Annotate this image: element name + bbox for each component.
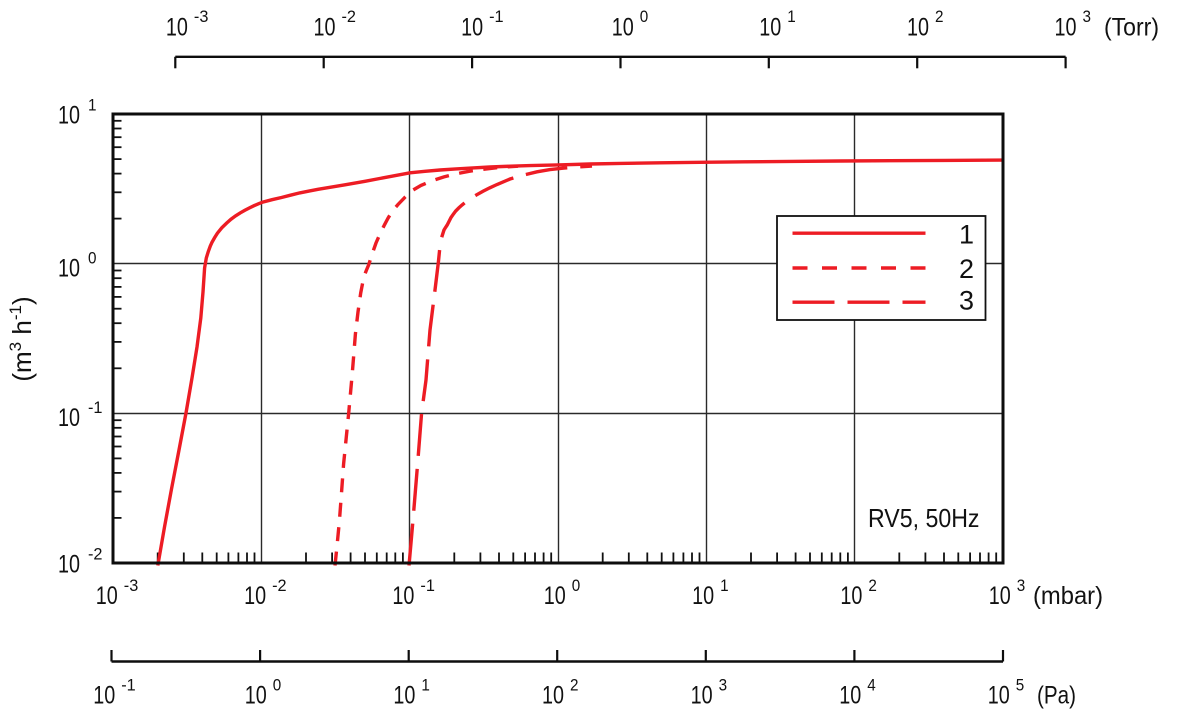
svg-text:0: 0 — [572, 576, 581, 595]
svg-text:10: 10 — [392, 582, 414, 610]
svg-text:0: 0 — [88, 249, 97, 268]
svg-text:10: 10 — [907, 14, 929, 42]
svg-text:10: 10 — [839, 682, 861, 710]
svg-text:10: 10 — [58, 551, 80, 579]
svg-text:2: 2 — [868, 576, 877, 595]
svg-text:-2: -2 — [88, 545, 103, 564]
svg-text:10: 10 — [93, 682, 115, 710]
svg-text:-1: -1 — [121, 676, 136, 695]
svg-text:10: 10 — [612, 14, 634, 42]
svg-text:10: 10 — [166, 14, 188, 42]
svg-text:1: 1 — [787, 7, 796, 26]
svg-text:4: 4 — [867, 676, 876, 695]
svg-text:1: 1 — [959, 220, 974, 250]
svg-text:(m3 h-1): (m3 h-1) — [6, 296, 37, 381]
svg-text:3: 3 — [1083, 7, 1092, 26]
svg-text:-1: -1 — [420, 576, 435, 595]
svg-text:10: 10 — [691, 682, 713, 710]
svg-text:10: 10 — [759, 14, 781, 42]
svg-text:0: 0 — [640, 7, 649, 26]
svg-text:10: 10 — [96, 582, 118, 610]
svg-text:1: 1 — [88, 96, 97, 115]
svg-text:10: 10 — [314, 14, 336, 42]
svg-text:(Torr): (Torr) — [1104, 14, 1159, 42]
svg-text:-3: -3 — [124, 576, 139, 595]
svg-text:2: 2 — [570, 676, 579, 695]
svg-text:0: 0 — [273, 676, 282, 695]
svg-text:(mbar): (mbar) — [1033, 582, 1103, 610]
svg-text:10: 10 — [393, 682, 415, 710]
svg-text:-1: -1 — [489, 7, 504, 26]
svg-text:3: 3 — [959, 286, 974, 316]
svg-text:3: 3 — [719, 676, 728, 695]
svg-text:10: 10 — [58, 404, 80, 432]
svg-text:10: 10 — [58, 102, 80, 130]
svg-text:-2: -2 — [342, 7, 357, 26]
svg-text:RV5, 50Hz: RV5, 50Hz — [868, 503, 980, 533]
svg-text:10: 10 — [245, 682, 267, 710]
svg-text:10: 10 — [542, 682, 564, 710]
svg-text:1: 1 — [421, 676, 430, 695]
svg-text:10: 10 — [58, 255, 80, 283]
svg-text:10: 10 — [840, 582, 862, 610]
svg-text:-3: -3 — [194, 7, 209, 26]
svg-text:10: 10 — [544, 582, 566, 610]
svg-text:10: 10 — [988, 682, 1010, 710]
svg-text:2: 2 — [959, 254, 974, 284]
svg-text:10: 10 — [692, 582, 714, 610]
svg-text:10: 10 — [244, 582, 266, 610]
svg-text:10: 10 — [461, 14, 483, 42]
svg-text:10: 10 — [989, 582, 1011, 610]
svg-text:2: 2 — [935, 7, 944, 26]
svg-text:-2: -2 — [272, 576, 287, 595]
svg-text:(Pa): (Pa) — [1037, 682, 1076, 710]
svg-text:5: 5 — [1016, 676, 1025, 695]
svg-text:1: 1 — [720, 576, 729, 595]
svg-text:-1: -1 — [88, 398, 103, 417]
svg-text:10: 10 — [1055, 14, 1077, 42]
svg-text:3: 3 — [1017, 576, 1026, 595]
